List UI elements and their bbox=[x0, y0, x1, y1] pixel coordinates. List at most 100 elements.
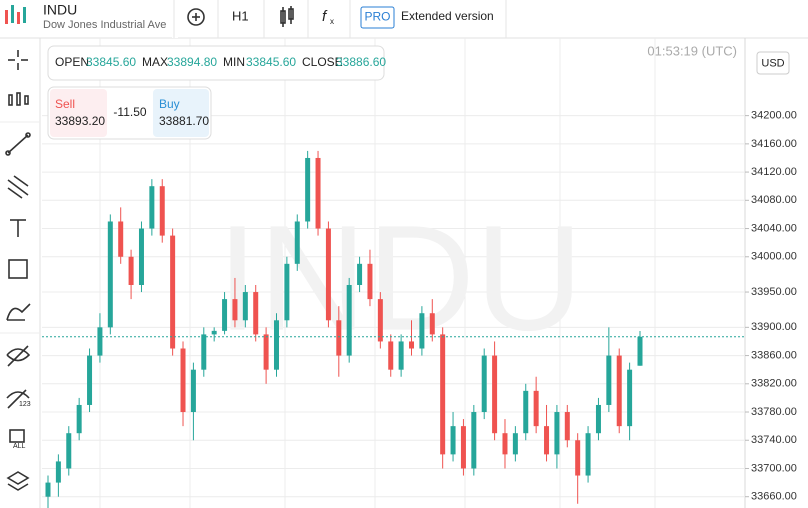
price-axis: 34200.00 34160.00 34120.00 34080.00 34040.00… bbox=[745, 110, 797, 503]
max-value: 33894.80 bbox=[167, 55, 217, 69]
candle-body bbox=[595, 404, 601, 434]
y-tick-label: 33860.00 bbox=[751, 349, 797, 361]
candle-body bbox=[315, 157, 321, 229]
candle-body bbox=[242, 292, 248, 321]
candle-body bbox=[367, 263, 373, 300]
candle-body bbox=[273, 320, 279, 370]
hide-labels-tool[interactable]: 123 bbox=[6, 389, 31, 409]
max-label: MAX bbox=[142, 55, 168, 69]
logo bbox=[5, 5, 26, 24]
spread: -11.50 bbox=[113, 105, 146, 119]
candle-body bbox=[66, 433, 72, 469]
candle-body bbox=[606, 355, 612, 405]
y-tick-label: 33660.00 bbox=[751, 491, 797, 503]
line-tool[interactable] bbox=[5, 132, 31, 156]
candle-body bbox=[170, 235, 176, 349]
shape-tool[interactable] bbox=[8, 259, 28, 279]
candle-body bbox=[263, 334, 269, 370]
brush-tool[interactable] bbox=[6, 303, 31, 321]
pro-badge[interactable] bbox=[360, 6, 395, 29]
candle-body bbox=[616, 355, 622, 427]
extended-version[interactable]: Extended version bbox=[401, 9, 494, 23]
candle-body bbox=[460, 426, 466, 469]
ohlc-values: OPEN 33845.60 MAX 33894.80 MIN 33845.60 … bbox=[55, 55, 386, 69]
clock: 01:53:19 (UTC) bbox=[647, 43, 737, 58]
candle-body bbox=[346, 284, 352, 356]
candle-body bbox=[336, 320, 342, 356]
candle-body bbox=[388, 341, 394, 370]
close-value: 33886.60 bbox=[336, 55, 386, 69]
candle-body bbox=[201, 334, 207, 370]
y-tick-label: 33900.00 bbox=[751, 321, 797, 333]
chart-type-button[interactable] bbox=[280, 6, 294, 27]
candle-body bbox=[429, 313, 435, 335]
hide-tool[interactable] bbox=[6, 345, 31, 367]
candle-body bbox=[159, 186, 165, 236]
y-tick-label: 33700.00 bbox=[751, 462, 797, 474]
candle-body bbox=[107, 221, 113, 328]
candle-body bbox=[398, 341, 404, 370]
candle-body bbox=[128, 256, 134, 285]
min-label: MIN bbox=[223, 55, 245, 69]
y-tick-label: 33950.00 bbox=[751, 286, 797, 298]
crosshair-tool[interactable] bbox=[8, 50, 28, 70]
candle-body bbox=[76, 404, 82, 434]
y-tick-label: 34160.00 bbox=[751, 138, 797, 150]
indicator-tool[interactable] bbox=[8, 92, 29, 106]
text-tool[interactable] bbox=[10, 219, 26, 237]
candle-body bbox=[492, 355, 498, 434]
candle-body bbox=[190, 369, 196, 413]
candle-body bbox=[294, 221, 300, 264]
y-tick-label: 34200.00 bbox=[751, 110, 797, 122]
candle-body bbox=[45, 482, 51, 497]
min-value: 33845.60 bbox=[246, 55, 296, 69]
candle-body bbox=[471, 412, 477, 469]
buy-button[interactable] bbox=[153, 89, 209, 137]
candle-body bbox=[533, 390, 539, 427]
candle-body bbox=[544, 426, 550, 455]
add-button[interactable] bbox=[187, 8, 205, 26]
y-tick-label: 34120.00 bbox=[751, 166, 797, 178]
candle-body bbox=[87, 355, 93, 405]
candle-body bbox=[284, 263, 290, 321]
candle-body bbox=[440, 334, 446, 455]
candle-body bbox=[180, 348, 186, 413]
candle-body bbox=[118, 221, 124, 257]
candle-body bbox=[138, 228, 144, 285]
sell-button[interactable] bbox=[50, 89, 107, 137]
layers-tool[interactable] bbox=[6, 471, 30, 491]
candle-body bbox=[211, 330, 217, 335]
sell-price: 33893.20 bbox=[55, 114, 105, 128]
timeframe-button[interactable]: H1 bbox=[232, 8, 249, 23]
candles bbox=[42, 150, 745, 508]
remove-all-tool[interactable]: ALL bbox=[9, 429, 26, 450]
candle-body bbox=[377, 299, 383, 342]
candle-body bbox=[554, 412, 560, 455]
indicators-button[interactable]: f bbox=[322, 8, 328, 25]
indicators-sub: x bbox=[330, 17, 334, 26]
open-label: OPEN bbox=[55, 55, 89, 69]
candle-body bbox=[325, 228, 331, 321]
y-tick-label: 34040.00 bbox=[751, 222, 797, 234]
fib-tool[interactable] bbox=[7, 175, 29, 199]
candle-body bbox=[481, 355, 487, 413]
symbol: INDU bbox=[43, 2, 77, 18]
candle-body bbox=[222, 299, 228, 331]
candle-body bbox=[357, 263, 363, 285]
candle-body bbox=[450, 426, 456, 455]
y-tick-label: 34080.00 bbox=[751, 194, 797, 206]
y-tick-label: 33740.00 bbox=[751, 434, 797, 446]
y-tick-label: 33780.00 bbox=[751, 406, 797, 418]
top-bar bbox=[0, 0, 808, 38]
candle-body bbox=[409, 341, 415, 349]
currency-button[interactable] bbox=[756, 51, 790, 75]
candle-body bbox=[502, 433, 508, 455]
candle-body bbox=[627, 369, 633, 427]
symbol-name: Dow Jones Industrial Ave bbox=[43, 19, 166, 31]
y-tick-label: 34000.00 bbox=[751, 251, 797, 263]
candle-body bbox=[232, 299, 238, 321]
candle-body bbox=[149, 186, 155, 229]
